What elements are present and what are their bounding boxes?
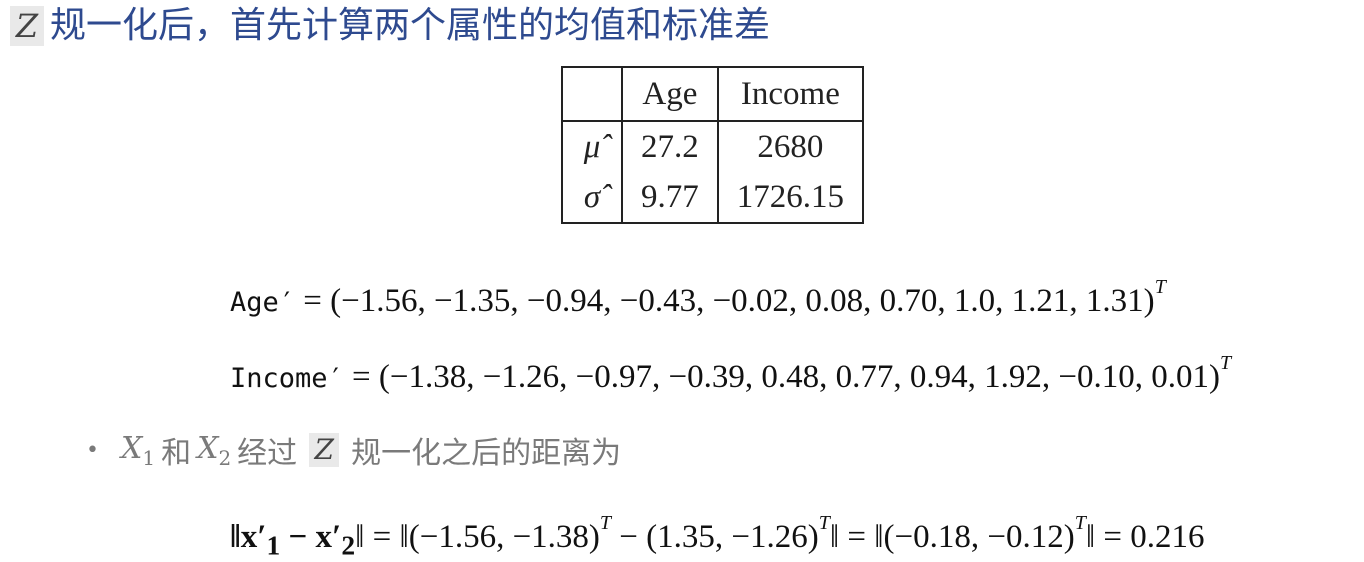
std-symbol: σ̂	[561, 172, 623, 224]
var-x2: X2	[197, 430, 232, 470]
income-rhs: = (−1.38, −1.26, −0.97, −0.39, 0.48, 0.7…	[352, 359, 1220, 395]
dist-sup2: T	[818, 512, 830, 534]
dist-part4: − (1.35, −1.26)	[611, 519, 819, 555]
table-row-mean: μ̂ 27.2 2680	[561, 121, 865, 172]
bullet-dot: •	[86, 437, 99, 463]
income-transpose: T	[1219, 352, 1232, 374]
dist-sup1: T	[599, 512, 612, 534]
z-symbol-small-icon: Z	[309, 433, 340, 467]
std-income: 1726.15	[716, 172, 865, 224]
and-text: 和	[161, 436, 192, 471]
age-lhs: Age′	[230, 287, 296, 318]
mean-symbol: μ̂	[561, 121, 623, 172]
slide-heading: Z 规一化后，首先计算两个属性的均值和标准差	[10, 4, 770, 48]
dist-minus: − x′2	[280, 519, 356, 561]
income-normalized-equation: Income′ = (−1.38, −1.26, −0.97, −0.39, 0…	[230, 352, 1231, 396]
stats-table: Age Income μ̂ 27.2 2680 σ̂ 9.77 1726.15	[561, 66, 865, 224]
dist-sup3: T	[1074, 512, 1086, 534]
dist-part5: ‖ = ‖(−0.18, −0.12)	[829, 519, 1075, 555]
header-empty-cell	[561, 66, 623, 122]
age-normalized-equation: Age′ = (−1.56, −1.35, −0.94, −0.43, −0.0…	[230, 276, 1166, 320]
header-age: Age	[621, 66, 719, 122]
var-x1: X1	[120, 430, 156, 470]
header-income: Income	[716, 66, 865, 122]
bullet-rest-text: 规一化之后的距离为	[351, 436, 622, 471]
age-transpose: T	[1154, 276, 1166, 298]
distance-equation: ‖x′1 − x′2‖ = ‖(−1.56, −1.38)T − (1.35, …	[230, 512, 1204, 562]
age-rhs: = (−1.56, −1.35, −0.94, −0.43, −0.02, 0.…	[303, 283, 1155, 319]
dist-part3: ‖ = ‖(−1.56, −1.38)	[355, 519, 600, 555]
distance-bullet: • X1 和 X2 经过 Z 规一化之后的距离为	[86, 428, 621, 472]
table-row-std: σ̂ 9.77 1726.15	[561, 172, 865, 224]
table-header-row: Age Income	[561, 66, 865, 122]
z-symbol-icon: Z	[10, 6, 44, 46]
income-lhs: Income′	[230, 363, 344, 394]
std-age: 9.77	[621, 172, 719, 224]
mean-income: 2680	[716, 121, 865, 172]
dist-part6: ‖ = 0.216	[1085, 519, 1205, 555]
heading-text: 规一化后，首先计算两个属性的均值和标准差	[50, 5, 771, 46]
dist-part1: ‖x′1	[230, 519, 281, 561]
mean-age: 27.2	[621, 121, 719, 172]
pass-text: 经过	[237, 436, 298, 471]
